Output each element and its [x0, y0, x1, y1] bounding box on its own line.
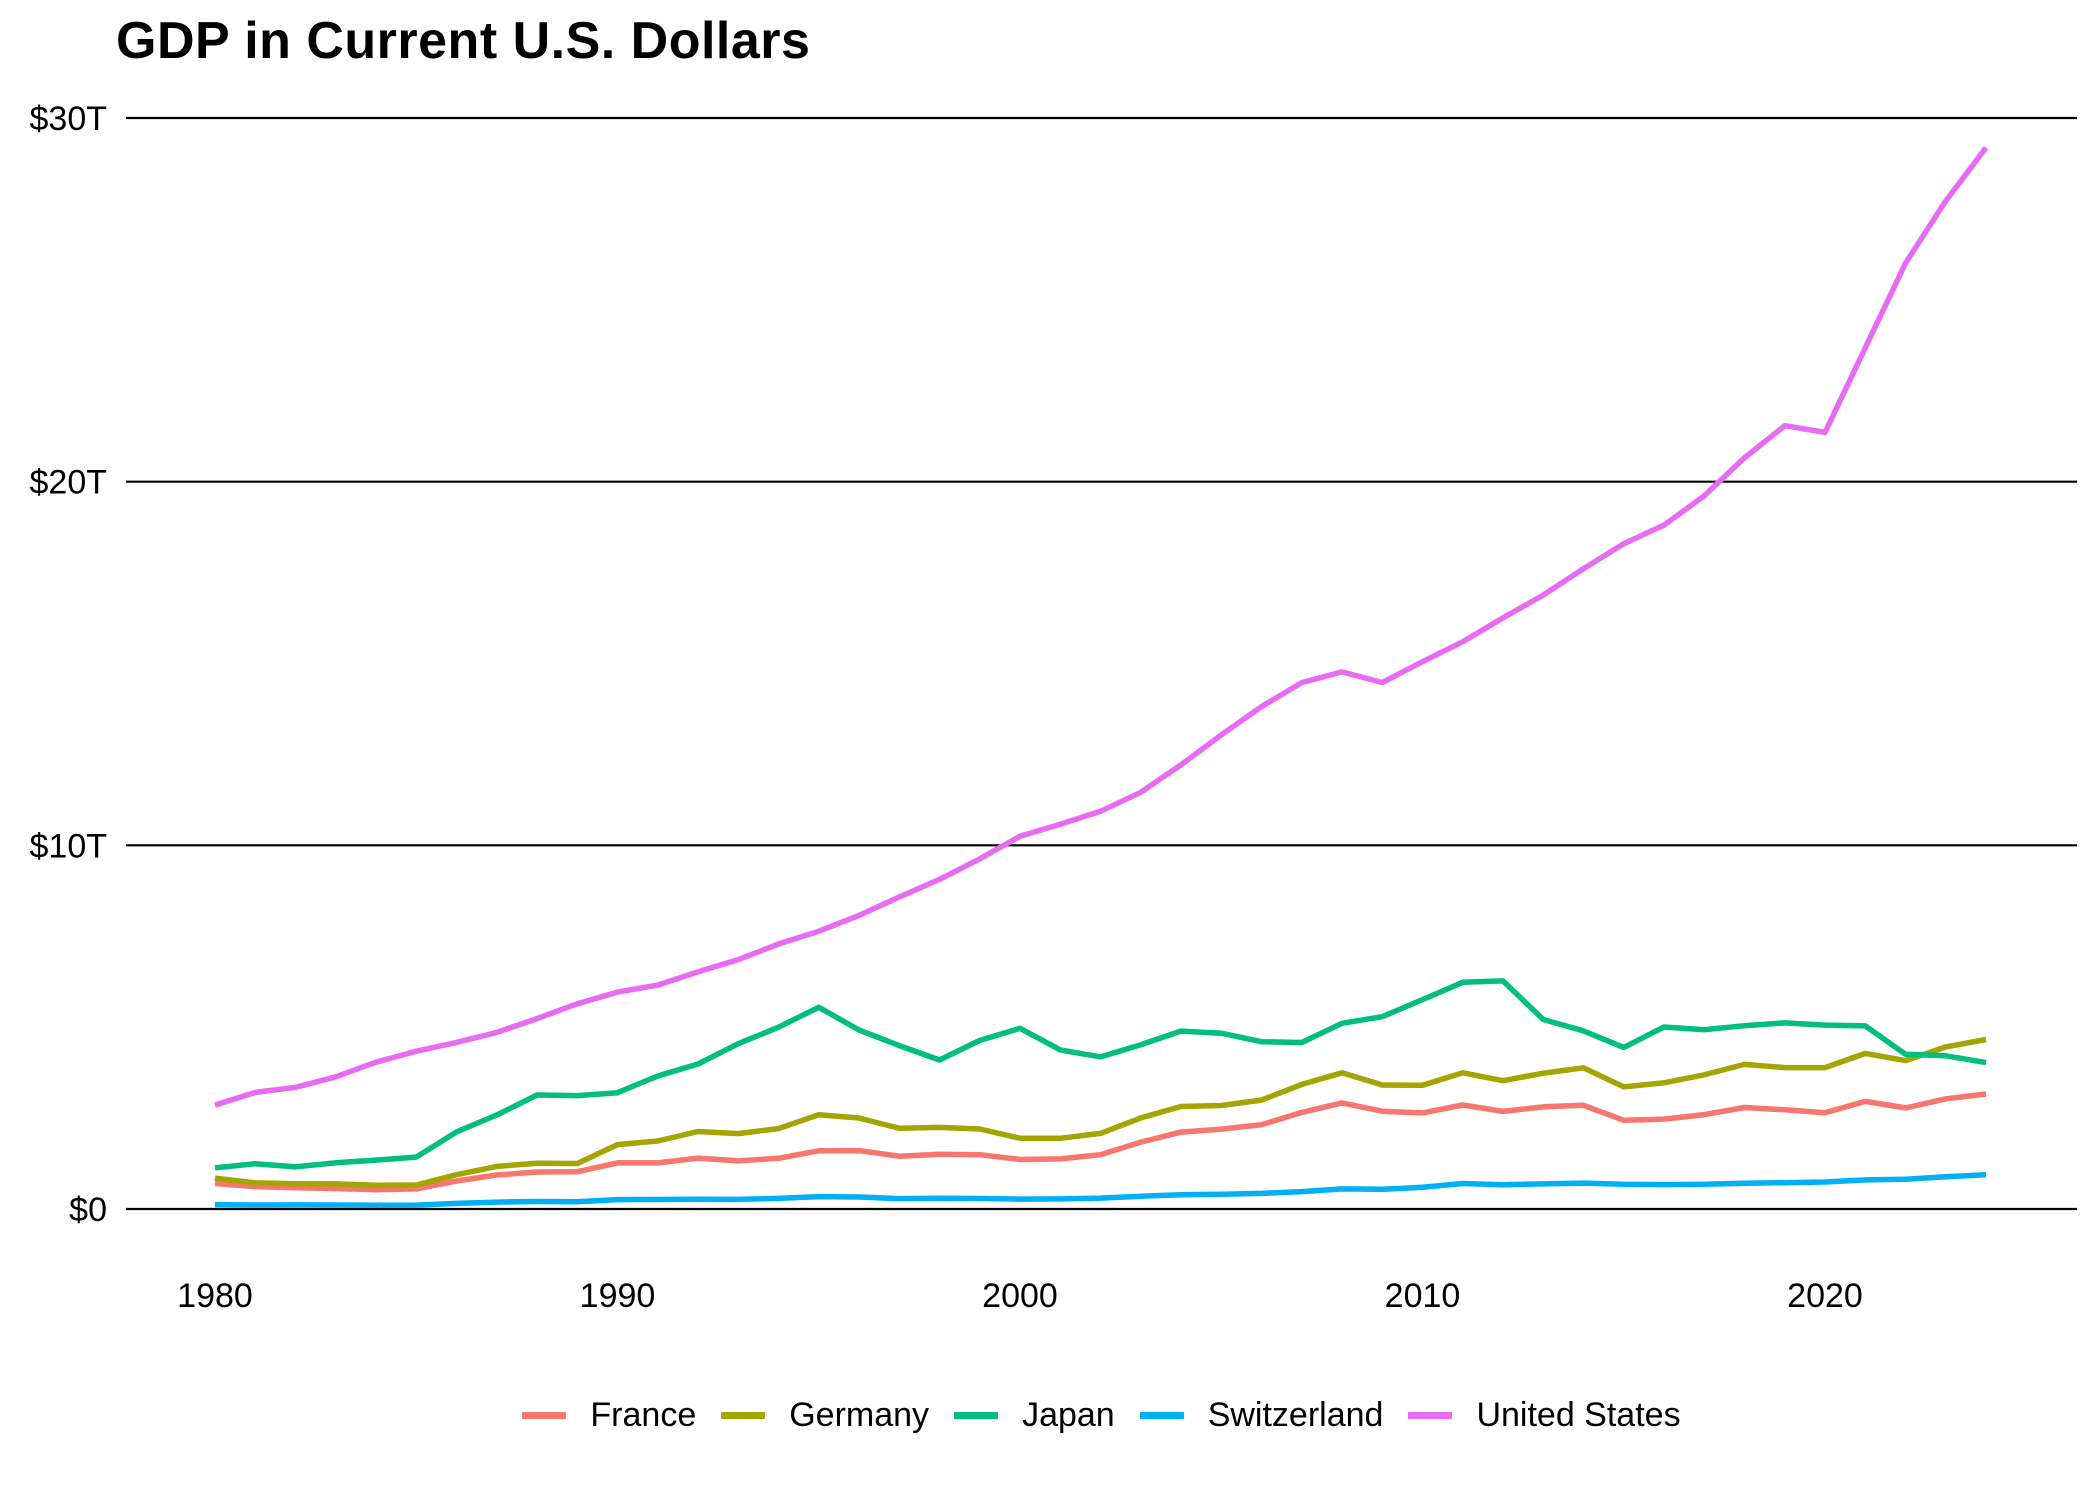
gridlines	[126, 116, 2077, 1211]
legend-item-united-states: United States	[1408, 1396, 1681, 1435]
x-tick-label: 1990	[580, 1277, 656, 1315]
legend-swatch-japan	[954, 1412, 999, 1419]
x-tick-label: 1980	[177, 1277, 253, 1315]
series-lines	[214, 145, 1989, 1208]
legend: France Germany Japan Switzerland United Stat…	[126, 1396, 2077, 1435]
x-tick-label: 2000	[982, 1277, 1058, 1315]
plot-area: $0 $10T $20T $30T 1980 1990 2000 2010 2020	[30, 100, 2077, 1315]
legend-label-switzerland: Switzerland	[1207, 1396, 1384, 1434]
x-axis-labels: 1980 1990 2000 2010 2020	[177, 1277, 1863, 1315]
series-line-switzerland	[214, 1171, 1987, 1208]
legend-item-switzerland: Switzerland	[1139, 1396, 1384, 1435]
x-tick-label: 2020	[1787, 1277, 1863, 1315]
series-line-united-states	[214, 145, 1989, 1108]
legend-swatch-france	[522, 1412, 567, 1419]
legend-label-united-states: United States	[1476, 1396, 1681, 1434]
legend-swatch-germany	[721, 1412, 766, 1419]
legend-swatch-united-states	[1408, 1412, 1453, 1419]
legend-item-france: France	[522, 1396, 696, 1435]
series-line-japan	[214, 978, 1987, 1171]
chart-title: GDP in Current U.S. Dollars	[116, 12, 811, 70]
y-axis-labels: $0 $10T $20T $30T	[30, 100, 108, 1229]
y-tick-label: $0	[69, 1191, 107, 1229]
series-line-germany	[214, 1036, 1987, 1189]
legend-swatch-switzerland	[1139, 1412, 1184, 1419]
y-tick-label: $20T	[30, 464, 108, 502]
legend-label-japan: Japan	[1022, 1396, 1115, 1434]
legend-label-france: France	[590, 1396, 697, 1434]
legend-item-japan: Japan	[954, 1396, 1115, 1435]
x-tick-label: 2010	[1385, 1277, 1461, 1315]
legend-item-germany: Germany	[721, 1396, 929, 1435]
y-tick-label: $30T	[30, 100, 108, 138]
legend-label-germany: Germany	[789, 1396, 930, 1434]
y-tick-label: $10T	[30, 827, 108, 865]
series-line-france	[214, 1091, 1987, 1193]
